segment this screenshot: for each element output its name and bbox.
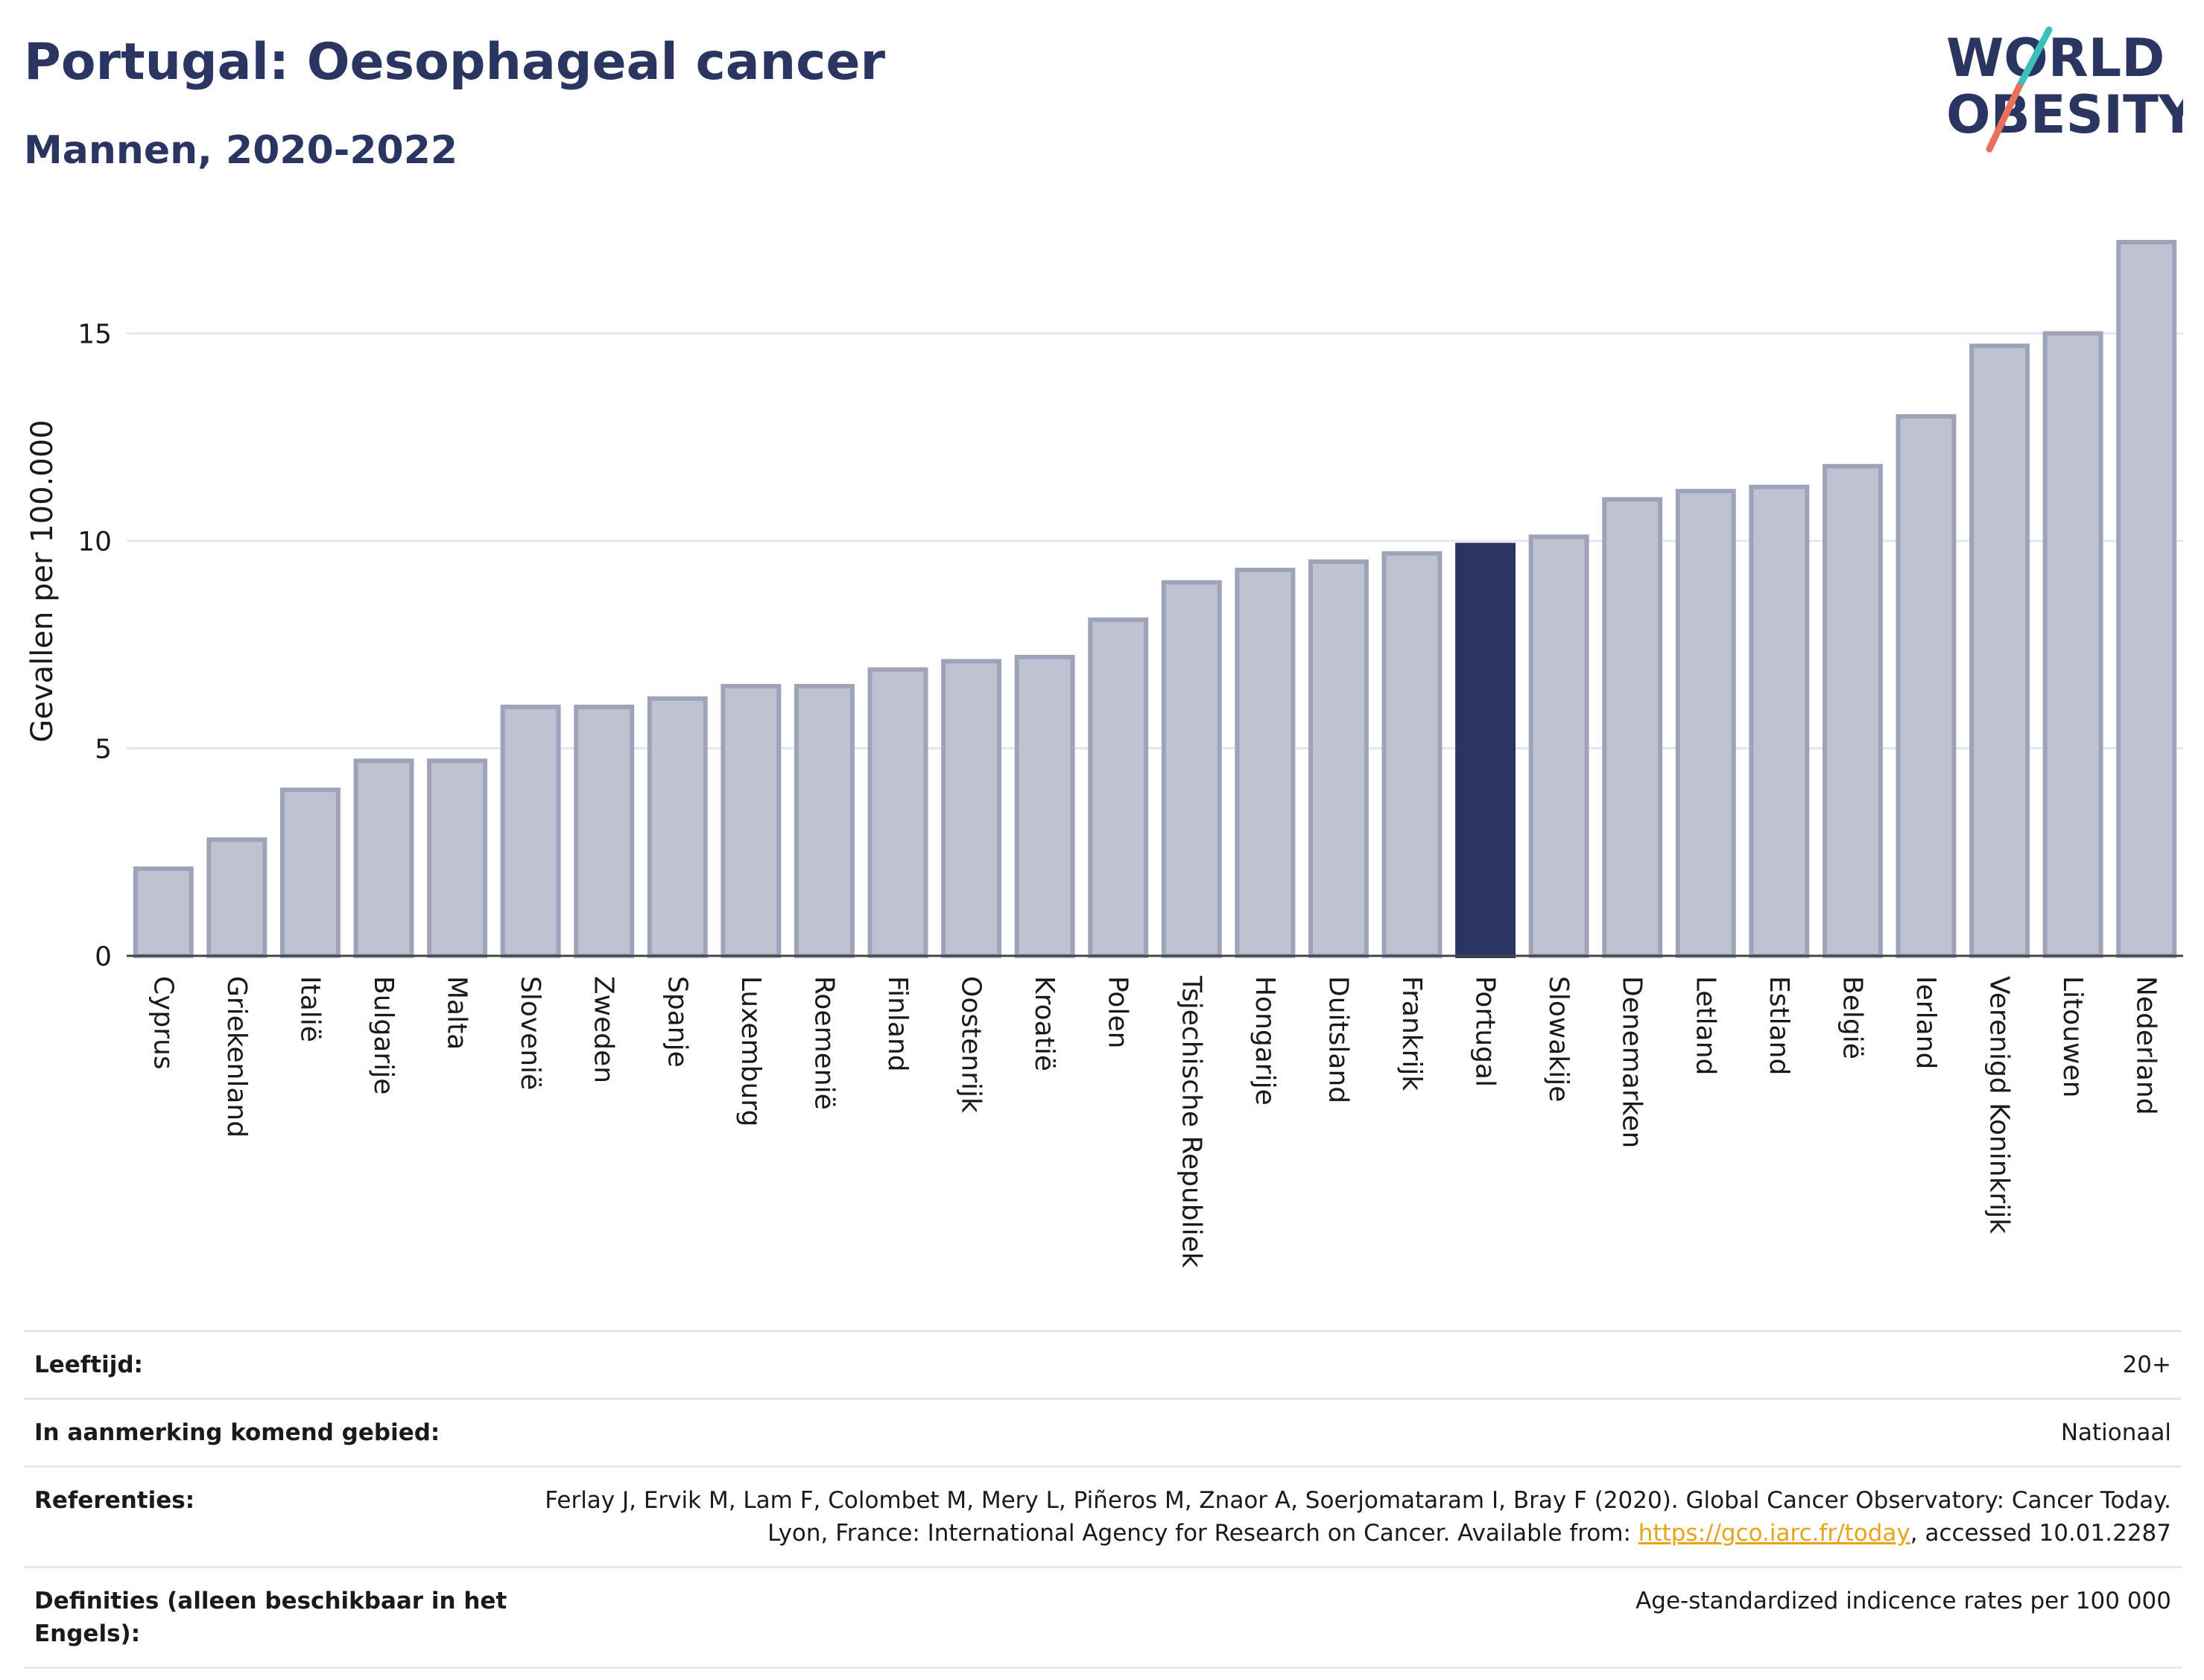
bar[interactable]: [1675, 489, 1736, 958]
x-tick-label: Kroatië: [1029, 976, 1060, 1071]
bar[interactable]: [941, 659, 1002, 958]
bar[interactable]: [574, 704, 635, 958]
age-value: 20+: [522, 1330, 2182, 1399]
bar[interactable]: [206, 837, 267, 958]
bar[interactable]: [1822, 463, 1883, 958]
x-tick-label: Bulgarije: [368, 976, 399, 1094]
logo-slash-teal: [2015, 26, 2053, 90]
x-tick-label: Duitsland: [1323, 976, 1353, 1103]
world-obesity-logo: WORLD OBESITY: [1946, 26, 2183, 153]
area-value: Nationaal: [522, 1398, 2182, 1467]
x-tick-label: Zweden: [589, 976, 619, 1083]
bar[interactable]: [1969, 343, 2030, 958]
meta-row-definitions: Definities (alleen beschikbaar in het En…: [24, 1566, 2182, 1669]
meta-row-references: Referenties: Ferlay J, Ervik M, Lam F, C…: [24, 1465, 2182, 1568]
y-tick-label: 10: [77, 527, 112, 557]
chart-title: Portugal: Oesophageal cancer: [24, 33, 886, 92]
references-value: Ferlay J, Ervik M, Lam F, Colombet M, Me…: [522, 1465, 2182, 1568]
references-text-1: Ferlay J, Ervik M, Lam F, Colombet M, Me…: [545, 1487, 2171, 1547]
bar[interactable]: [1308, 559, 1369, 958]
x-tick-label: Denemarken: [1617, 976, 1647, 1148]
y-tick-label: 0: [95, 942, 112, 972]
meta-row-age: Leeftijd: 20+: [24, 1330, 2182, 1399]
x-tick-label: Estland: [1764, 976, 1794, 1075]
bars: [133, 240, 2177, 959]
y-axis-label: Gevallen per 100.000: [25, 419, 60, 742]
bar[interactable]: [721, 683, 782, 958]
x-tick-label: Portugal: [1470, 976, 1501, 1087]
logo-line-2: OBESITY: [1946, 84, 2183, 145]
x-tick-label: Ierland: [1910, 976, 1941, 1069]
metadata-table: Leeftijd: 20+ In aanmerking komend gebie…: [24, 1330, 2182, 1669]
logo-slash-red: [1986, 83, 2023, 153]
x-tick-label: Slowakije: [1543, 976, 1574, 1102]
bar[interactable]: [2042, 331, 2103, 958]
bar[interactable]: [133, 866, 194, 959]
bar[interactable]: [1014, 654, 1075, 958]
bar[interactable]: [1455, 542, 1516, 958]
x-tick-label: Finland: [882, 976, 913, 1072]
x-tick-label: Litouwen: [2057, 976, 2088, 1097]
x-tick-label: België: [1837, 976, 1867, 1059]
x-tick-label: Italië: [294, 976, 325, 1042]
x-tick-label: Malta: [442, 976, 472, 1050]
x-tick-label: Nederland: [2131, 976, 2162, 1115]
bar[interactable]: [1749, 484, 1810, 958]
definitions-label: Definities (alleen beschikbaar in het En…: [24, 1566, 522, 1669]
bar[interactable]: [1602, 497, 1663, 958]
bar[interactable]: [794, 683, 855, 958]
x-tick-label: Spanje: [662, 976, 692, 1068]
bar[interactable]: [1528, 534, 1589, 958]
chart-subtitle: Mannen, 2020-2022: [24, 128, 458, 173]
x-tick-label: Hongarije: [1250, 976, 1280, 1106]
x-tick-label: Cyprus: [148, 976, 178, 1070]
x-tick-label: Tsjechische Republiek: [1176, 975, 1206, 1268]
x-tick-label: Griekenland: [221, 976, 252, 1138]
bar[interactable]: [867, 667, 928, 958]
x-tick-label: Frankrijk: [1396, 976, 1427, 1091]
area-label: In aanmerking komend gebied:: [24, 1398, 522, 1467]
x-tick-label: Slovenië: [515, 976, 545, 1090]
bar[interactable]: [1381, 551, 1443, 958]
references-link[interactable]: https://gco.iarc.fr/today: [1638, 1520, 1910, 1547]
x-tick-label: Letland: [1690, 976, 1720, 1075]
bar[interactable]: [1896, 413, 1957, 958]
x-tick-label: Verenigd Koninkrijk: [1984, 976, 2015, 1234]
bar[interactable]: [2116, 240, 2177, 958]
x-tick-labels: Cyprus Griekenland Italië Bulgarije Malta Slo…: [148, 975, 2161, 1268]
x-tick-label: Luxemburg: [735, 976, 766, 1126]
bar[interactable]: [427, 758, 488, 959]
bar[interactable]: [647, 696, 708, 959]
references-label: Referenties:: [24, 1465, 522, 1568]
bar[interactable]: [279, 787, 341, 959]
x-tick-label: Roemenië: [808, 976, 839, 1110]
logo-line-1: WORLD: [1946, 28, 2165, 89]
age-label: Leeftijd:: [24, 1330, 522, 1399]
bar[interactable]: [1088, 617, 1149, 958]
definitions-value: Age-standardized indicence rates per 100…: [522, 1566, 2182, 1669]
references-text-2: , accessed 10.01.2287: [1910, 1520, 2171, 1547]
bar[interactable]: [1235, 568, 1296, 958]
bar-chart: 0 5 10 15 Cyprus Griekenland Italië Bulgarije M…: [25, 240, 2183, 1268]
bar[interactable]: [500, 704, 561, 958]
y-tick-label: 15: [77, 320, 112, 350]
x-tick-label: Polen: [1103, 976, 1133, 1048]
x-tick-label: Oostenrijk: [956, 976, 987, 1113]
meta-row-area: In aanmerking komend gebied: Nationaal: [24, 1398, 2182, 1467]
bar[interactable]: [353, 758, 414, 959]
y-tick-labels: 0 5 10 15: [77, 320, 112, 972]
y-tick-label: 5: [95, 735, 112, 765]
bar[interactable]: [1161, 580, 1222, 959]
